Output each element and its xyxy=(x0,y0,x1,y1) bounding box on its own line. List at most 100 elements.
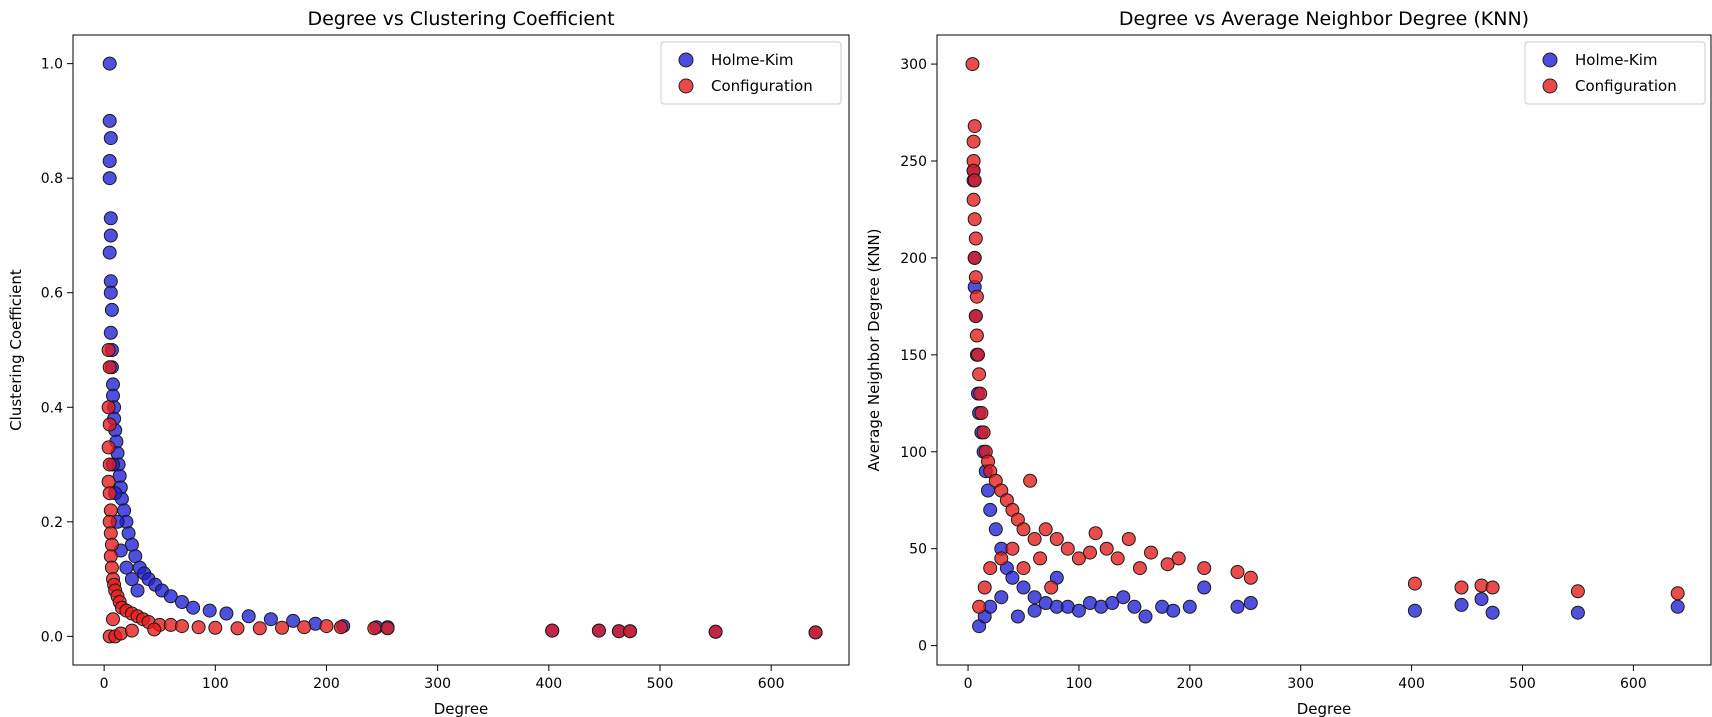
point-configuration xyxy=(1071,551,1086,566)
point-configuration xyxy=(1016,561,1031,576)
point-holme-kim xyxy=(117,503,132,518)
point-holme-kim xyxy=(219,606,234,621)
point-configuration xyxy=(101,440,116,455)
point-holme-kim xyxy=(102,56,117,71)
point-configuration xyxy=(191,620,206,635)
plot-area xyxy=(965,57,1685,634)
point-holme-kim xyxy=(130,583,145,598)
x-tick-label: 0 xyxy=(964,676,973,692)
point-configuration xyxy=(968,231,983,246)
point-configuration xyxy=(969,289,984,304)
point-configuration xyxy=(1160,557,1175,572)
point-configuration xyxy=(967,212,982,227)
point-configuration xyxy=(208,620,223,635)
point-configuration xyxy=(1121,532,1136,546)
x-tick-label: 400 xyxy=(1398,676,1425,692)
point-configuration xyxy=(1132,561,1147,576)
point-configuration xyxy=(972,599,987,614)
point-holme-kim xyxy=(1010,609,1025,624)
legend-label-holme-kim: Holme-Kim xyxy=(711,51,794,69)
point-configuration xyxy=(1144,545,1158,560)
y-axis: 0.0 0.2 0.4 0.6 0.8 1.0 xyxy=(41,57,73,645)
y-tick-label: 200 xyxy=(900,251,927,267)
point-configuration xyxy=(1027,532,1042,546)
point-configuration xyxy=(1038,522,1053,537)
point-configuration xyxy=(983,561,998,576)
point-holme-kim xyxy=(1105,596,1120,610)
point-configuration xyxy=(808,625,823,640)
x-axis-label: Degree xyxy=(1297,700,1352,717)
point-holme-kim xyxy=(1485,605,1500,620)
point-holme-kim xyxy=(1230,599,1245,614)
point-configuration xyxy=(333,620,348,635)
point-configuration xyxy=(965,57,980,72)
point-holme-kim xyxy=(1474,592,1489,607)
y-tick-label: 150 xyxy=(900,348,927,364)
point-holme-kim xyxy=(1182,599,1197,614)
point-holme-kim xyxy=(1071,603,1086,618)
chart-average-neighbor-degree: Degree vs Average Neighbor Degree (KNN) … xyxy=(865,8,1712,717)
y-tick-label: 250 xyxy=(900,154,927,170)
point-holme-kim xyxy=(1166,603,1181,618)
point-configuration xyxy=(102,360,117,375)
legend-marker-holme-kim xyxy=(1542,52,1558,68)
point-configuration xyxy=(104,537,119,552)
legend-label-configuration: Configuration xyxy=(1575,77,1677,95)
x-axis: 0 100 200 300 400 500 600 xyxy=(964,665,1647,692)
point-configuration xyxy=(977,580,992,595)
y-tick-label: 0.8 xyxy=(41,171,63,187)
point-configuration xyxy=(966,192,981,207)
point-holme-kim xyxy=(241,609,256,624)
point-configuration xyxy=(102,457,117,472)
point-configuration xyxy=(976,425,991,440)
point-configuration xyxy=(1243,570,1258,585)
y-axis-label: Clustering Coefficient xyxy=(7,269,25,431)
point-configuration xyxy=(971,347,985,362)
point-configuration xyxy=(1099,541,1114,556)
point-holme-kim xyxy=(1670,599,1685,614)
point-configuration xyxy=(252,621,267,636)
point-configuration xyxy=(102,486,117,501)
point-configuration xyxy=(708,624,723,639)
point-configuration xyxy=(230,621,245,636)
point-configuration xyxy=(1230,565,1245,579)
point-configuration xyxy=(1570,584,1585,599)
x-tick-label: 500 xyxy=(647,676,674,692)
point-holme-kim xyxy=(103,131,118,146)
point-holme-kim xyxy=(1138,609,1153,624)
point-configuration xyxy=(967,173,982,188)
point-configuration xyxy=(1016,522,1031,537)
point-configuration xyxy=(102,417,117,432)
plot-frame xyxy=(936,34,1712,666)
point-configuration xyxy=(1033,551,1048,566)
legend-box xyxy=(660,41,842,105)
point-configuration xyxy=(106,612,120,627)
plot-frame xyxy=(72,34,850,666)
point-configuration xyxy=(969,328,984,343)
point-holme-kim xyxy=(1016,580,1031,595)
point-holme-kim xyxy=(994,590,1009,605)
point-configuration xyxy=(175,619,189,634)
point-holme-kim xyxy=(102,245,117,260)
point-holme-kim xyxy=(119,560,134,575)
x-tick-label: 300 xyxy=(1287,676,1314,692)
point-configuration xyxy=(591,623,606,638)
x-tick-label: 300 xyxy=(424,676,451,692)
point-configuration xyxy=(972,367,987,382)
x-tick-label: 100 xyxy=(1066,676,1093,692)
point-configuration xyxy=(1670,586,1685,601)
point-holme-kim xyxy=(103,228,118,243)
point-holme-kim xyxy=(1127,599,1142,614)
point-configuration xyxy=(275,620,289,635)
y-axis: 0 50 100 150 200 250 300 xyxy=(900,57,937,655)
point-holme-kim xyxy=(103,211,118,226)
x-axis: 0 100 200 300 400 500 600 xyxy=(100,665,785,692)
point-holme-kim xyxy=(1116,590,1131,605)
chart-title: Degree vs Average Neighbor Degree (KNN) xyxy=(1119,8,1529,30)
point-configuration xyxy=(623,624,637,639)
x-tick-label: 400 xyxy=(535,676,562,692)
point-configuration xyxy=(967,250,982,265)
point-configuration xyxy=(102,514,117,529)
point-configuration xyxy=(1485,580,1500,595)
